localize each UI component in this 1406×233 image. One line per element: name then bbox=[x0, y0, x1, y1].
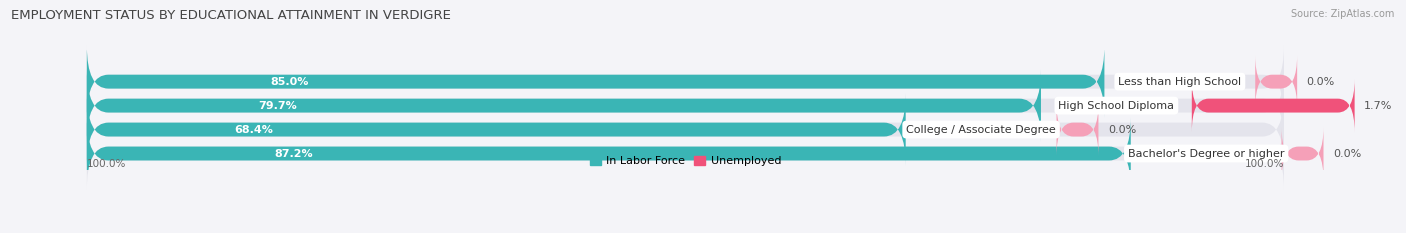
FancyBboxPatch shape bbox=[1192, 79, 1354, 132]
Legend: In Labor Force, Unemployed: In Labor Force, Unemployed bbox=[585, 152, 786, 171]
Text: 0.0%: 0.0% bbox=[1306, 77, 1334, 87]
FancyBboxPatch shape bbox=[87, 117, 1284, 190]
Text: EMPLOYMENT STATUS BY EDUCATIONAL ATTAINMENT IN VERDIGRE: EMPLOYMENT STATUS BY EDUCATIONAL ATTAINM… bbox=[11, 9, 451, 22]
FancyBboxPatch shape bbox=[1282, 127, 1323, 180]
Text: 100.0%: 100.0% bbox=[1244, 159, 1284, 169]
FancyBboxPatch shape bbox=[87, 45, 1284, 118]
FancyBboxPatch shape bbox=[87, 69, 1040, 142]
Text: 87.2%: 87.2% bbox=[274, 148, 314, 158]
FancyBboxPatch shape bbox=[87, 69, 1284, 142]
Text: 68.4%: 68.4% bbox=[235, 125, 273, 135]
Text: Less than High School: Less than High School bbox=[1118, 77, 1241, 87]
Text: 1.7%: 1.7% bbox=[1364, 101, 1392, 111]
Text: 100.0%: 100.0% bbox=[87, 159, 127, 169]
Text: College / Associate Degree: College / Associate Degree bbox=[907, 125, 1056, 135]
FancyBboxPatch shape bbox=[1256, 55, 1298, 108]
FancyBboxPatch shape bbox=[87, 117, 1130, 190]
FancyBboxPatch shape bbox=[87, 93, 905, 166]
Text: 79.7%: 79.7% bbox=[259, 101, 297, 111]
Text: Source: ZipAtlas.com: Source: ZipAtlas.com bbox=[1291, 9, 1395, 19]
Text: 0.0%: 0.0% bbox=[1108, 125, 1136, 135]
FancyBboxPatch shape bbox=[87, 45, 1104, 118]
Text: 85.0%: 85.0% bbox=[270, 77, 308, 87]
Text: Bachelor's Degree or higher: Bachelor's Degree or higher bbox=[1128, 148, 1285, 158]
Text: 0.0%: 0.0% bbox=[1333, 148, 1361, 158]
FancyBboxPatch shape bbox=[87, 93, 1284, 166]
Text: High School Diploma: High School Diploma bbox=[1059, 101, 1174, 111]
FancyBboxPatch shape bbox=[1056, 103, 1098, 156]
